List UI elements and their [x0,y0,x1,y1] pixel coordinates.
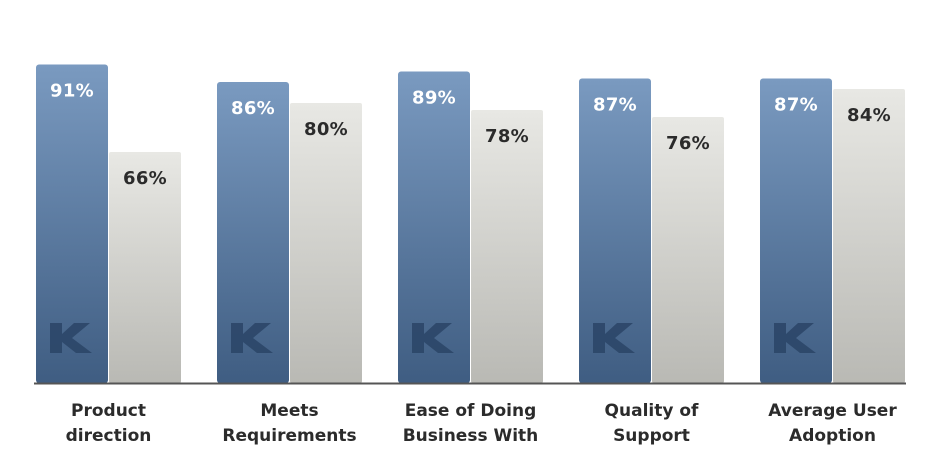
category-label: Meets [260,401,318,421]
bar-series2 [471,110,543,383]
k-logo-icon [50,323,92,353]
bars-layer [36,64,905,383]
bar-series1 [398,71,470,383]
value-label: 91% [50,81,94,102]
value-label: 87% [774,95,818,116]
bar-series1 [36,64,108,383]
category-label: Support [613,426,690,446]
category-label: Product [71,401,146,421]
k-logo-icon [774,323,816,353]
bar-series2 [109,152,181,383]
value-label: 86% [231,98,275,119]
value-label: 84% [847,105,891,126]
category-label: direction [66,426,152,446]
value-label: 89% [412,88,456,109]
value-label: 87% [593,95,637,116]
category-label: Average User [768,401,897,421]
value-label: 78% [485,126,529,147]
category-label: Ease of Doing [405,401,537,421]
bar-series1 [760,78,832,383]
value-labels-layer: 91% 66% 86% 80% 89% 78% 87% 76% 87% 84% [50,81,891,190]
category-label: Adoption [789,426,876,446]
category-label: Business With [403,426,539,446]
bar-series2 [652,117,724,383]
category-label: Quality of [605,401,699,421]
k-logo-icon [593,323,635,353]
category-label: Requirements [222,426,356,446]
k-logo-icon [412,323,454,353]
category-labels-layer: Product direction Meets Requirements Ease of… [66,401,898,446]
bar-series1 [579,78,651,383]
bar-series2 [290,103,362,383]
bar-series2 [833,89,905,383]
bar-series1 [217,82,289,383]
value-label: 76% [666,133,710,154]
value-label: 80% [304,119,348,140]
value-label: 66% [123,168,167,189]
k-logo-icon [231,323,273,353]
